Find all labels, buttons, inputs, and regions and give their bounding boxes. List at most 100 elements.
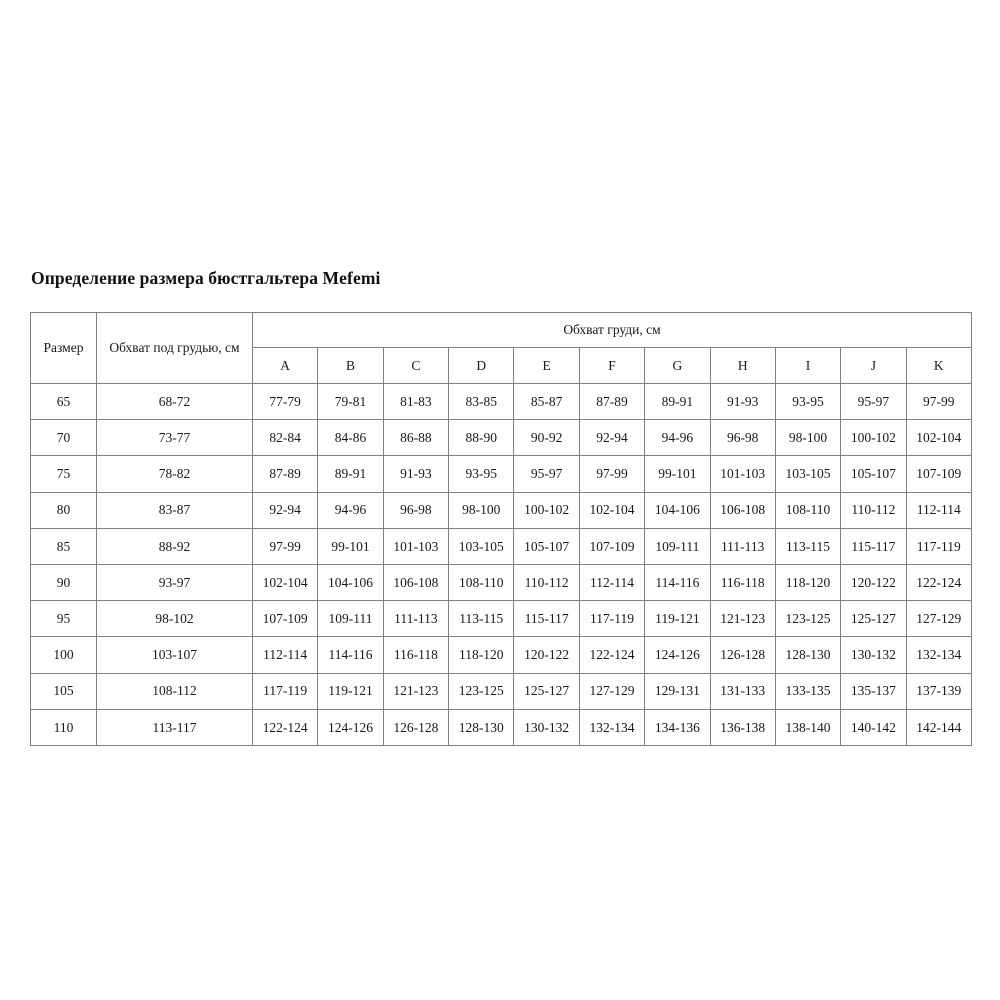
cell-bust-k: 132-134	[905, 636, 973, 674]
cell-bust-h: 136-138	[709, 708, 776, 746]
table-row: 65 68-72 77-79 79-81 81-83 83-85 85-87 87-89 89-…	[30, 382, 973, 421]
cell-bust-i: 113-115	[774, 527, 842, 565]
cell-underbust: 73-77	[96, 419, 253, 457]
cell-bust-d: 118-120	[448, 636, 515, 674]
cell-bust-e: 100-102	[513, 491, 580, 529]
cell-bust-d: 128-130	[448, 708, 515, 746]
cell-bust-a: 102-104	[251, 563, 319, 602]
cell-underbust: 93-97	[96, 563, 253, 602]
cell-bust-c: 86-88	[382, 419, 450, 457]
cell-bust-b: 84-86	[317, 419, 384, 457]
table-header-row-top: Размер Обхват под грудью, см Обхват груд…	[30, 312, 972, 384]
cell-bust-f: 117-119	[578, 600, 646, 638]
cell-underbust: 108-112	[96, 672, 253, 710]
cell-bust-k: 137-139	[905, 672, 973, 710]
cell-bust-j: 140-142	[840, 708, 907, 746]
cell-bust-c: 81-83	[382, 382, 450, 421]
cell-bust-k: 112-114	[905, 491, 973, 529]
cell-size: 95	[30, 600, 97, 638]
cell-bust-f: 87-89	[578, 382, 646, 421]
cell-bust-e: 120-122	[513, 636, 580, 674]
column-header-cup-a: A	[251, 347, 319, 384]
cell-bust-c: 106-108	[382, 563, 450, 602]
cell-bust-b: 119-121	[317, 672, 384, 710]
cell-size: 110	[30, 708, 97, 746]
table-body: 65 68-72 77-79 79-81 81-83 83-85 85-87 87-89 89-…	[30, 382, 973, 746]
cell-bust-h: 91-93	[709, 382, 776, 421]
cell-bust-a: 122-124	[251, 708, 319, 746]
cell-bust-k: 142-144	[905, 708, 973, 746]
cell-bust-k: 117-119	[905, 527, 973, 565]
cell-bust-e: 130-132	[513, 708, 580, 746]
column-header-cup-f: F	[578, 347, 646, 384]
cell-bust-a: 112-114	[251, 636, 319, 674]
cell-bust-e: 95-97	[513, 455, 580, 493]
column-header-bust-group: Обхват груди, см	[252, 312, 972, 348]
cell-bust-h: 96-98	[709, 419, 776, 457]
table-row: 110 113-117 122-124 124-126 126-128 128-130 13…	[30, 708, 973, 746]
cell-size: 100	[30, 636, 97, 674]
cell-underbust: 98-102	[96, 600, 253, 638]
cell-bust-d: 83-85	[448, 382, 515, 421]
cell-bust-j: 135-137	[840, 672, 907, 710]
cell-bust-j: 125-127	[840, 600, 907, 638]
cell-bust-i: 98-100	[774, 419, 842, 457]
cell-underbust: 113-117	[96, 708, 253, 746]
cell-bust-i: 128-130	[774, 636, 842, 674]
cell-bust-e: 125-127	[513, 672, 580, 710]
cell-size: 65	[30, 382, 97, 421]
table-row: 95 98-102 107-109 109-111 111-113 113-115 115-…	[30, 600, 973, 638]
cell-bust-e: 85-87	[513, 382, 580, 421]
bra-size-table: Размер Обхват под грудью, см Обхват груд…	[30, 312, 973, 746]
cell-bust-k: 102-104	[905, 419, 973, 457]
cell-bust-a: 97-99	[251, 527, 319, 565]
cell-bust-g: 114-116	[644, 563, 711, 602]
column-header-cup-i: I	[774, 347, 842, 384]
cell-bust-i: 138-140	[774, 708, 842, 746]
page-title: Определение размера бюстгальтера Mefemi	[31, 268, 381, 288]
cell-bust-e: 90-92	[513, 419, 580, 457]
cell-bust-d: 93-95	[448, 455, 515, 493]
column-header-cup-k: K	[905, 347, 973, 384]
cell-bust-f: 132-134	[578, 708, 646, 746]
cell-bust-g: 109-111	[644, 527, 711, 565]
cell-bust-k: 122-124	[905, 563, 973, 602]
cell-bust-a: 87-89	[251, 455, 319, 493]
cell-bust-i: 93-95	[774, 382, 842, 421]
column-header-cup-d: D	[448, 347, 515, 384]
cell-bust-a: 92-94	[251, 491, 319, 529]
table-row: 105 108-112 117-119 119-121 121-123 123-125 12…	[30, 672, 973, 710]
cell-bust-f: 92-94	[578, 419, 646, 457]
cell-bust-c: 101-103	[382, 527, 450, 565]
cell-bust-e: 115-117	[513, 600, 580, 638]
cell-bust-f: 112-114	[578, 563, 646, 602]
cell-bust-h: 131-133	[709, 672, 776, 710]
cell-bust-k: 127-129	[905, 600, 973, 638]
cell-bust-k: 97-99	[905, 382, 973, 421]
column-header-cup-c: C	[382, 347, 450, 384]
table-row: 80 83-87 92-94 94-96 96-98 98-100 100-102 102-1…	[30, 491, 973, 529]
cell-bust-k: 107-109	[905, 455, 973, 493]
cell-bust-c: 121-123	[382, 672, 450, 710]
cell-bust-g: 129-131	[644, 672, 711, 710]
column-header-cup-h: H	[709, 347, 776, 384]
cell-bust-f: 97-99	[578, 455, 646, 493]
cell-size: 105	[30, 672, 97, 710]
table-row: 90 93-97 102-104 104-106 106-108 108-110 110-1…	[30, 563, 973, 602]
cell-bust-j: 105-107	[840, 455, 907, 493]
cell-bust-j: 110-112	[840, 491, 907, 529]
cell-bust-b: 109-111	[317, 600, 384, 638]
cell-bust-b: 124-126	[317, 708, 384, 746]
cell-bust-f: 122-124	[578, 636, 646, 674]
cell-bust-j: 130-132	[840, 636, 907, 674]
table-header: Размер Обхват под грудью, см Обхват груд…	[30, 312, 973, 384]
column-header-size: Размер	[30, 312, 97, 384]
cell-bust-h: 101-103	[709, 455, 776, 493]
column-header-underbust: Обхват под грудью, см	[96, 312, 253, 384]
cell-bust-d: 123-125	[448, 672, 515, 710]
cell-bust-i: 133-135	[774, 672, 842, 710]
cell-bust-g: 124-126	[644, 636, 711, 674]
table-row: 70 73-77 82-84 84-86 86-88 88-90 90-92 92-94 94-…	[30, 419, 973, 457]
cell-bust-f: 127-129	[578, 672, 646, 710]
